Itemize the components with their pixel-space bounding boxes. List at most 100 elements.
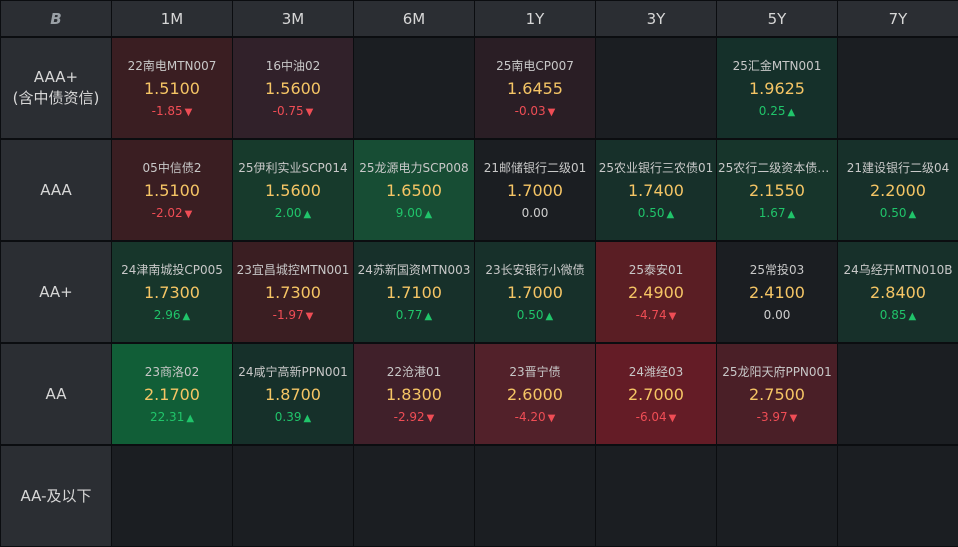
row-label-line: AA <box>45 384 67 403</box>
arrow-down-icon: ▼ <box>426 412 435 424</box>
bond-change: -1.97 ▼ <box>273 307 314 323</box>
bond-cell[interactable]: 16中油02 1.5600 -0.75 ▼ <box>233 38 353 138</box>
column-header-7y[interactable]: 7Y <box>838 1 958 36</box>
column-header-5y[interactable]: 5Y <box>717 1 837 36</box>
bond-yield: 1.7300 <box>265 282 321 302</box>
bond-cell[interactable]: 22南电MTN007 1.5100 -1.85 ▼ <box>112 38 232 138</box>
bond-change: 0.00 <box>764 307 791 323</box>
bond-name: 23宜昌城控MTN001 <box>236 262 350 277</box>
column-header-1m[interactable]: 1M <box>112 1 232 36</box>
change-value: 0.00 <box>521 205 549 220</box>
bond-cell[interactable]: 05中信债2 1.5100 -2.02 ▼ <box>112 140 232 240</box>
column-header-6m[interactable]: 6M <box>354 1 474 36</box>
bond-yield: 1.5600 <box>265 180 321 200</box>
arrow-down-icon: ▼ <box>305 106 314 118</box>
empty-cell <box>233 446 353 546</box>
empty-cell <box>838 344 958 444</box>
change-value: -0.75 <box>272 103 304 118</box>
bond-cell[interactable]: 25常投03 2.4100 0.00 <box>717 242 837 342</box>
bond-cell[interactable]: 22沧港01 1.8300 -2.92 ▼ <box>354 344 474 444</box>
bond-name: 22沧港01 <box>386 364 442 379</box>
bond-name: 24苏新国资MTN003 <box>357 262 471 277</box>
arrow-up-icon: ▲ <box>908 310 917 322</box>
bond-change: 0.50 ▲ <box>638 205 674 221</box>
bond-cell[interactable]: 23宜昌城控MTN001 1.7300 -1.97 ▼ <box>233 242 353 342</box>
bond-yield: 2.8400 <box>870 282 926 302</box>
bond-cell[interactable]: 25农业银行三农债01 1.7400 0.50 ▲ <box>596 140 716 240</box>
row-label-rating: AAA+ (含中债资信) <box>1 38 111 138</box>
arrow-down-icon: ▼ <box>547 106 556 118</box>
bond-cell[interactable]: 24苏新国资MTN003 1.7100 0.77 ▲ <box>354 242 474 342</box>
bond-change: 0.50 ▲ <box>880 205 916 221</box>
row-label-line: (含中债资信) <box>12 89 100 107</box>
bond-cell[interactable]: 24乌经开MTN010B 2.8400 0.85 ▲ <box>838 242 958 342</box>
empty-cell <box>475 446 595 546</box>
column-header-1y[interactable]: 1Y <box>475 1 595 36</box>
arrow-down-icon: ▼ <box>789 412 798 424</box>
bond-yield: 1.7000 <box>507 282 563 302</box>
change-value: -0.03 <box>514 103 546 118</box>
bond-name: 25常投03 <box>749 262 805 277</box>
bond-yield: 1.7300 <box>144 282 200 302</box>
column-header-3m[interactable]: 3M <box>233 1 353 36</box>
change-value: -4.20 <box>514 409 546 424</box>
bond-yield: 1.6500 <box>386 180 442 200</box>
change-value: -6.04 <box>635 409 667 424</box>
change-value: 0.50 <box>516 307 544 322</box>
bond-cell[interactable]: 25南电CP007 1.6455 -0.03 ▼ <box>475 38 595 138</box>
bond-cell[interactable]: 23商洛02 2.1700 22.31 ▲ <box>112 344 232 444</box>
bond-change: 1.67 ▲ <box>759 205 795 221</box>
bond-cell[interactable]: 25龙源电力SCP008 1.6500 9.00 ▲ <box>354 140 474 240</box>
bond-yield: 1.6455 <box>507 78 563 98</box>
bond-name: 16中油02 <box>265 58 321 73</box>
bond-name: 23长安银行小微债 <box>485 262 585 277</box>
bond-name: 25泰安01 <box>628 262 684 277</box>
arrow-up-icon: ▲ <box>424 208 433 220</box>
change-value: -4.74 <box>635 307 667 322</box>
arrow-down-icon: ▼ <box>668 412 677 424</box>
bond-change: 9.00 ▲ <box>396 205 432 221</box>
change-value: 2.00 <box>274 205 302 220</box>
bond-cell[interactable]: 24潍经03 2.7000 -6.04 ▼ <box>596 344 716 444</box>
arrow-up-icon: ▲ <box>424 310 433 322</box>
bond-cell[interactable]: 25汇金MTN001 1.9625 0.25 ▲ <box>717 38 837 138</box>
bond-yield: 2.4900 <box>628 282 684 302</box>
bond-name: 25龙源电力SCP008 <box>359 160 469 175</box>
bond-cell[interactable]: 24津南城投CP005 1.7300 2.96 ▲ <box>112 242 232 342</box>
arrow-up-icon: ▲ <box>545 310 554 322</box>
bond-yield: 1.7100 <box>386 282 442 302</box>
empty-cell <box>596 446 716 546</box>
bond-cell[interactable]: 25泰安01 2.4900 -4.74 ▼ <box>596 242 716 342</box>
bond-yield: 2.6000 <box>507 384 563 404</box>
column-header-3y[interactable]: 3Y <box>596 1 716 36</box>
empty-cell <box>354 446 474 546</box>
arrow-up-icon: ▲ <box>182 310 191 322</box>
bond-yield: 1.5100 <box>144 180 200 200</box>
arrow-up-icon: ▲ <box>186 412 195 424</box>
bond-name: 24潍经03 <box>628 364 684 379</box>
bond-change: 22.31 ▲ <box>150 409 194 425</box>
change-value: 0.85 <box>879 307 907 322</box>
bond-cell[interactable]: 21邮储银行二级01 1.7000 0.00 <box>475 140 595 240</box>
bond-yield: 2.7000 <box>628 384 684 404</box>
change-value: 22.31 <box>149 409 185 424</box>
bond-cell[interactable]: 25伊利实业SCP014 1.5600 2.00 ▲ <box>233 140 353 240</box>
bond-name: 25农行二级资本债0... <box>718 160 836 175</box>
bond-cell[interactable]: 25龙阳天府PPN001 2.7500 -3.97 ▼ <box>717 344 837 444</box>
bond-cell[interactable]: 23长安银行小微债 1.7000 0.50 ▲ <box>475 242 595 342</box>
bond-cell[interactable]: 24咸宁高新PPN001 1.8700 0.39 ▲ <box>233 344 353 444</box>
arrow-down-icon: ▼ <box>305 310 314 322</box>
bond-name: 22南电MTN007 <box>127 58 217 73</box>
bond-cell[interactable]: 21建设银行二级04 2.2000 0.50 ▲ <box>838 140 958 240</box>
bond-cell[interactable]: 23晋宁债 2.6000 -4.20 ▼ <box>475 344 595 444</box>
arrow-down-icon: ▼ <box>668 310 677 322</box>
bond-cell[interactable]: 25农行二级资本债0... 2.1550 1.67 ▲ <box>717 140 837 240</box>
bond-change: 0.25 ▲ <box>759 103 795 119</box>
change-value: -2.92 <box>393 409 425 424</box>
bond-change: -2.02 ▼ <box>152 205 193 221</box>
arrow-up-icon: ▲ <box>787 208 796 220</box>
bond-yield: 1.9625 <box>749 78 805 98</box>
bond-name: 25龙阳天府PPN001 <box>722 364 832 379</box>
bond-yield: 2.7500 <box>749 384 805 404</box>
bond-yield: 2.1700 <box>144 384 200 404</box>
